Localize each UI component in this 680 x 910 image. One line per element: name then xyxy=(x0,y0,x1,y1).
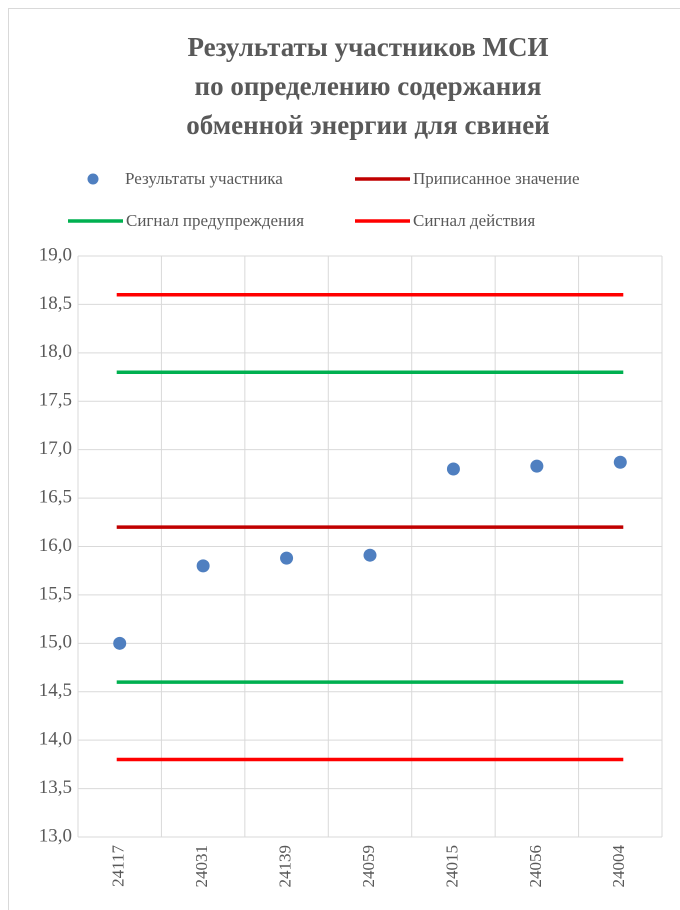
x-tick-label: 24139 xyxy=(275,845,294,888)
y-tick-label: 13,0 xyxy=(39,825,72,846)
legend-label: Приписанное значение xyxy=(413,169,580,188)
chart-title: обменной энергии для свиней xyxy=(186,110,550,140)
data-point xyxy=(613,455,627,469)
x-tick-label: 24004 xyxy=(609,845,628,888)
data-point xyxy=(280,551,294,565)
x-tick-label: 24059 xyxy=(359,845,378,888)
data-point xyxy=(196,559,210,573)
data-point xyxy=(530,459,544,473)
y-tick-label: 15,5 xyxy=(39,583,72,604)
data-point xyxy=(363,548,377,562)
x-tick-label: 24031 xyxy=(192,845,211,888)
y-tick-label: 14,5 xyxy=(39,680,72,701)
x-tick-label: 24056 xyxy=(526,845,545,888)
data-point xyxy=(113,636,127,650)
chart-title: Результаты участников МСИ xyxy=(187,32,548,62)
chart-title: по определению содержания xyxy=(195,71,542,101)
y-tick-label: 19,0 xyxy=(39,244,72,265)
data-point xyxy=(446,462,460,476)
y-tick-label: 17,0 xyxy=(39,438,72,459)
legend-label: Сигнал предупреждения xyxy=(126,211,304,230)
y-tick-label: 17,5 xyxy=(39,390,72,411)
y-tick-label: 16,0 xyxy=(39,535,72,556)
x-tick-label: 24117 xyxy=(109,845,128,887)
legend-label: Результаты участника xyxy=(125,169,283,188)
chart-border xyxy=(8,8,680,910)
legend-marker xyxy=(87,173,99,185)
y-tick-label: 13,5 xyxy=(39,777,72,798)
y-tick-label: 16,5 xyxy=(39,486,72,507)
x-tick-label: 24015 xyxy=(442,845,461,888)
y-tick-label: 18,0 xyxy=(39,341,72,362)
legend-label: Сигнал действия xyxy=(413,211,535,230)
y-tick-label: 18,5 xyxy=(39,293,72,314)
y-tick-label: 14,0 xyxy=(39,729,72,750)
y-tick-label: 15,0 xyxy=(39,632,72,653)
